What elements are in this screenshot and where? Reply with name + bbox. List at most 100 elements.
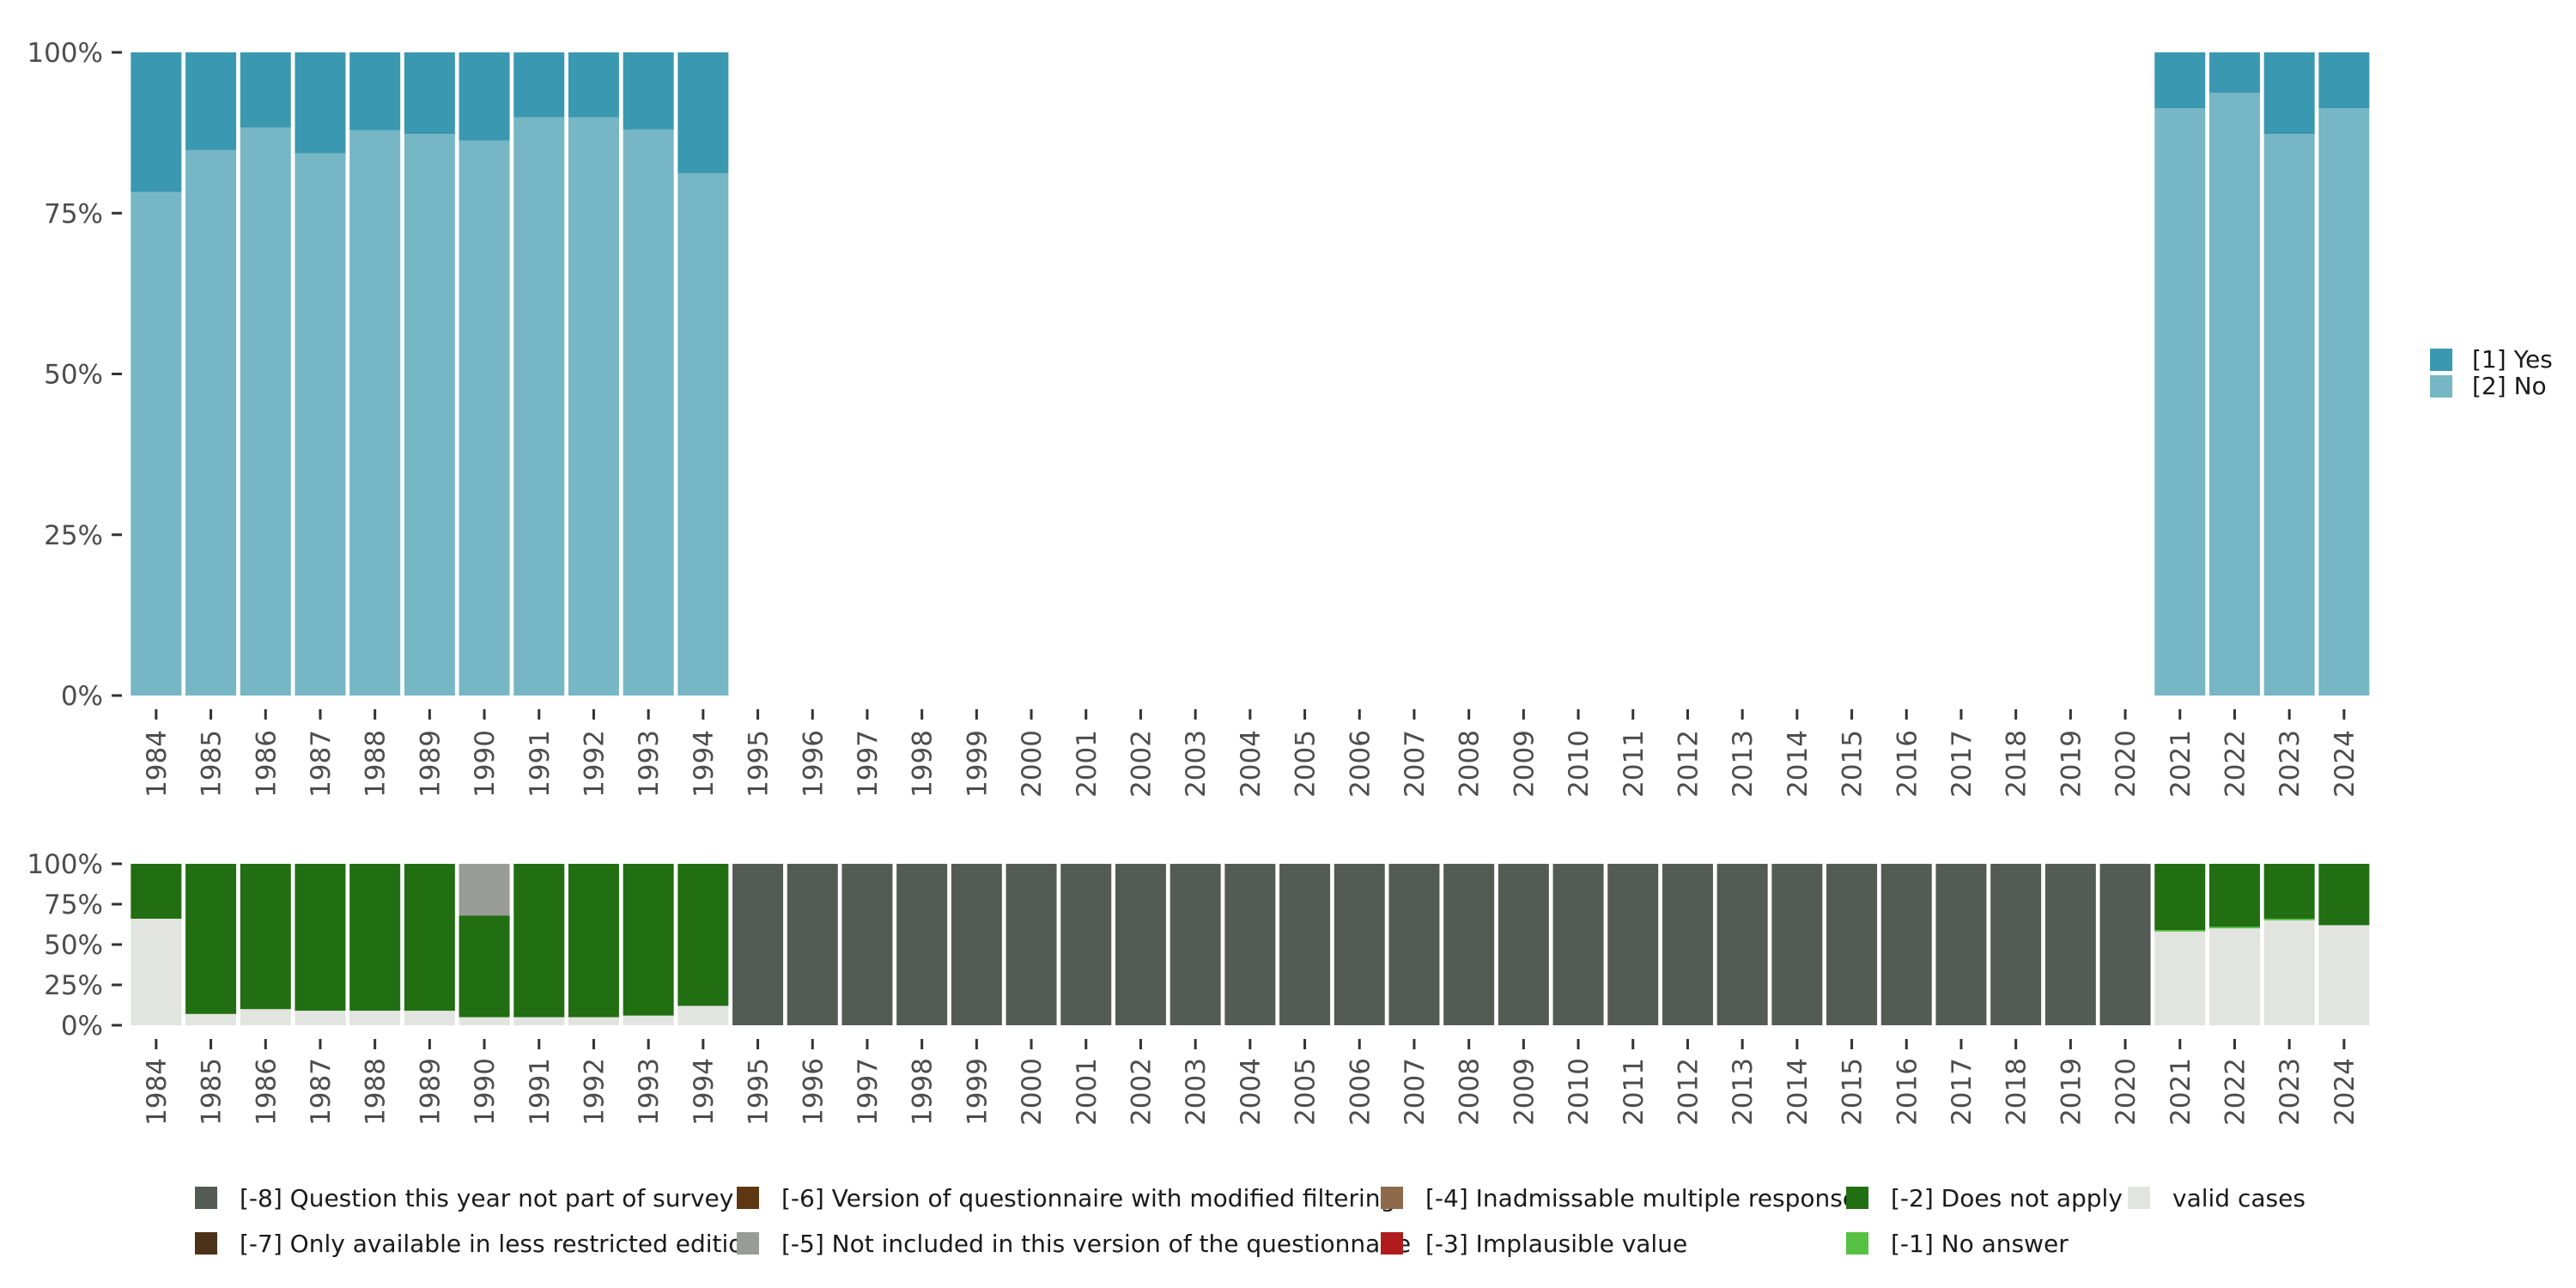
x-tick-label: 2002: [1126, 1058, 1157, 1126]
bar-segment-1993-series-2: [623, 864, 674, 1016]
x-tick-label: 1984: [142, 1058, 173, 1126]
x-tick-label: 1991: [525, 1058, 556, 1126]
bar-segment-1990-series-3: [459, 864, 510, 916]
bar-segment-2017-series-4: [1935, 864, 1987, 1025]
bar-segment-1988-series-0: [349, 1011, 401, 1025]
legend-label: [-7] Only available in less restricted e…: [240, 1230, 758, 1258]
x-tick-label: 2018: [2002, 730, 2032, 798]
bar-segment-1985-series-1: [185, 52, 237, 150]
x-tick-label: 2006: [1345, 1058, 1376, 1126]
x-tick-label: 1995: [744, 730, 775, 798]
legend-swatch: [195, 1232, 217, 1255]
x-tick-label: 2000: [1017, 1058, 1048, 1126]
x-tick-label: 2018: [2002, 1058, 2032, 1126]
x-tick-label: 2019: [2056, 1058, 2087, 1126]
legend-swatch: [1381, 1232, 1403, 1255]
x-tick-label: 1989: [415, 730, 446, 798]
bar-segment-2023-series-1: [2263, 52, 2315, 135]
bar-segment-1991-series-2: [513, 864, 565, 1018]
bar-segment-1986-series-0: [240, 127, 291, 696]
bar-segment-2024-series-2: [2318, 864, 2370, 926]
x-tick-label: 2013: [1728, 730, 1759, 798]
x-tick-label: 1994: [689, 1058, 720, 1126]
x-tick-label: 1995: [744, 1058, 775, 1126]
bar-segment-1990-series-0: [459, 140, 510, 696]
bar-segment-2021-series-2: [2154, 864, 2206, 931]
bar-segment-1994-series-0: [677, 173, 729, 696]
bar-segment-1988-series-1: [349, 52, 401, 131]
bottom-chart-legend: [-8] Question this year not part of surv…: [195, 1184, 2306, 1258]
legend-label: [-6] Version of questionnaire with modif…: [781, 1184, 1395, 1212]
x-tick-label: 2024: [2330, 1058, 2360, 1126]
x-tick-label: 2003: [1181, 730, 1212, 798]
bar-segment-2001-series-4: [1060, 864, 1112, 1025]
legend-swatch: [1381, 1187, 1403, 1209]
x-tick-label: 1991: [525, 730, 556, 798]
top-chart-legend: [1] Yes[2] No: [2430, 345, 2553, 400]
bar-segment-1985-series-0: [185, 149, 237, 696]
bar-segment-2013-series-4: [1716, 864, 1768, 1025]
bar-segment-1996-series-4: [787, 864, 838, 1025]
bar-segment-2022-series-1: [2208, 52, 2260, 94]
x-tick-label: 2005: [1291, 1058, 1321, 1126]
bar-segment-1987-series-0: [295, 1011, 346, 1025]
x-tick-label: 1985: [197, 730, 228, 798]
x-tick-label: 2012: [1673, 1058, 1704, 1126]
x-tick-label: 2004: [1236, 730, 1267, 798]
x-tick-label: 2008: [1455, 730, 1485, 798]
y-tick-label: 50%: [44, 360, 103, 391]
bar-segment-1992-series-2: [568, 864, 619, 1018]
x-tick-label: 1989: [415, 1058, 446, 1126]
x-tick-label: 1990: [470, 730, 501, 798]
bar-segment-1992-series-1: [568, 52, 619, 118]
bar-segment-2023-series-2: [2263, 864, 2315, 919]
x-tick-label: 2003: [1181, 1058, 1212, 1126]
bar-segment-1994-series-0: [677, 1005, 729, 1025]
bar-segment-2019-series-4: [2044, 864, 2096, 1025]
x-tick-label: 2007: [1400, 730, 1431, 798]
legend-label: [-1] No answer: [1891, 1230, 2069, 1258]
bar-segment-1991-series-0: [513, 117, 565, 696]
legend-swatch: [1846, 1232, 1868, 1255]
legend-swatch: [737, 1232, 759, 1255]
legend-label: [-8] Question this year not part of surv…: [240, 1184, 733, 1212]
x-tick-label: 2016: [1892, 1058, 1923, 1126]
bar-segment-2024-series-0: [2318, 108, 2370, 696]
x-tick-label: 2024: [2330, 730, 2360, 798]
bar-segment-1999-series-4: [951, 864, 1002, 1025]
bar-segment-1985-series-0: [185, 1013, 237, 1025]
x-tick-label: 2011: [1619, 730, 1649, 798]
x-tick-label: 1993: [634, 730, 665, 798]
bar-segment-1993-series-1: [623, 52, 674, 130]
legend-label: valid cases: [2172, 1184, 2306, 1212]
bar-segment-2022-series-1: [2208, 927, 2260, 929]
x-tick-label: 2023: [2275, 730, 2306, 798]
bar-segment-2024-series-0: [2318, 925, 2370, 1025]
x-tick-label: 2020: [2111, 1058, 2142, 1126]
x-tick-label: 2021: [2166, 1058, 2196, 1126]
y-tick-label: 75%: [44, 890, 103, 920]
x-tick-label: 1986: [251, 1058, 282, 1126]
bar-segment-2011-series-4: [1607, 864, 1659, 1025]
bar-segment-1991-series-0: [513, 1017, 565, 1025]
bar-segment-2012-series-4: [1662, 864, 1713, 1025]
x-tick-label: 1996: [798, 730, 829, 798]
x-tick-label: 2009: [1509, 730, 1540, 798]
x-tick-label: 1993: [634, 1058, 665, 1126]
bar-segment-1984-series-1: [131, 52, 182, 192]
bar-segment-2021-series-1: [2154, 52, 2206, 109]
x-tick-label: 1998: [908, 730, 939, 798]
bar-segment-2016-series-4: [1880, 864, 1932, 1025]
bar-segment-2009-series-4: [1498, 864, 1549, 1025]
bar-segment-1991-series-1: [513, 52, 565, 118]
bar-segment-2022-series-0: [2208, 928, 2260, 1025]
bar-segment-1986-series-0: [240, 1009, 291, 1025]
y-tick-label: 50%: [44, 930, 103, 961]
x-tick-label: 2010: [1564, 730, 1595, 798]
bar-segment-2000-series-4: [1005, 864, 1057, 1025]
bar-segment-2007-series-4: [1388, 864, 1440, 1025]
x-tick-label: 2000: [1017, 730, 1048, 798]
bar-segment-2003-series-4: [1170, 864, 1221, 1025]
x-tick-label: 1997: [853, 730, 884, 798]
